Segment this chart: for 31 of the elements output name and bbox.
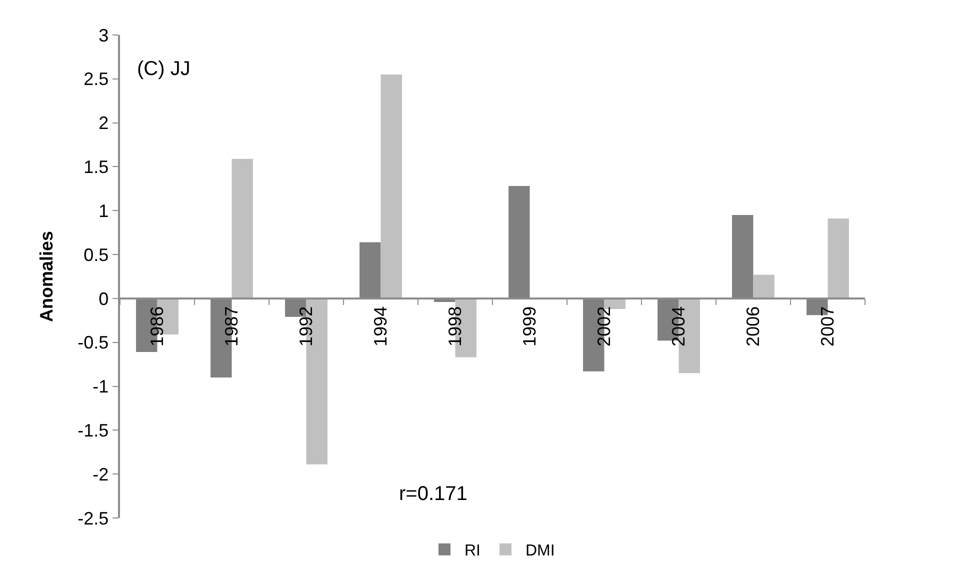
y-tick-label: 3: [98, 25, 109, 46]
y-tick-label: -1: [92, 376, 109, 397]
legend-label: RI: [464, 542, 480, 560]
bar: [380, 74, 402, 298]
text: (C) JJ: [137, 58, 190, 80]
x-tick-label: 1992: [296, 306, 316, 346]
y-tick-label: 2.5: [84, 69, 109, 90]
y-tick-label: 0: [98, 288, 109, 309]
y-tick-label: 2: [98, 113, 109, 134]
y-tick-label: -1.5: [78, 420, 109, 440]
x-tick-label: 1994: [370, 306, 391, 346]
y-tick-label: 1: [98, 200, 109, 221]
bar: [828, 218, 849, 298]
x-tick-label: 2002: [594, 306, 614, 346]
legend-label: DMI: [526, 542, 555, 560]
bar: [753, 274, 774, 298]
annotation: r=0.171: [399, 483, 468, 505]
x-tick-label: 2004: [668, 306, 689, 346]
y-tick-label: 1.5: [84, 157, 109, 178]
y-tick-label: -2: [92, 464, 109, 484]
y-axis-title: Anomalies: [36, 230, 56, 322]
x-tick-label: 1986: [147, 306, 168, 346]
x-tick-label: 2007: [818, 306, 838, 346]
x-tick-label: 2006: [743, 306, 764, 346]
y-tick-label: -2.5: [78, 508, 109, 528]
x-tick-label: 1999: [520, 306, 540, 346]
x-tick-label: 1998: [445, 306, 466, 346]
y-tick-label: -0.5: [78, 332, 109, 353]
bar: [232, 158, 253, 298]
x-tick-label: 1987: [222, 306, 242, 346]
y-tick-label: 0.5: [84, 244, 109, 265]
